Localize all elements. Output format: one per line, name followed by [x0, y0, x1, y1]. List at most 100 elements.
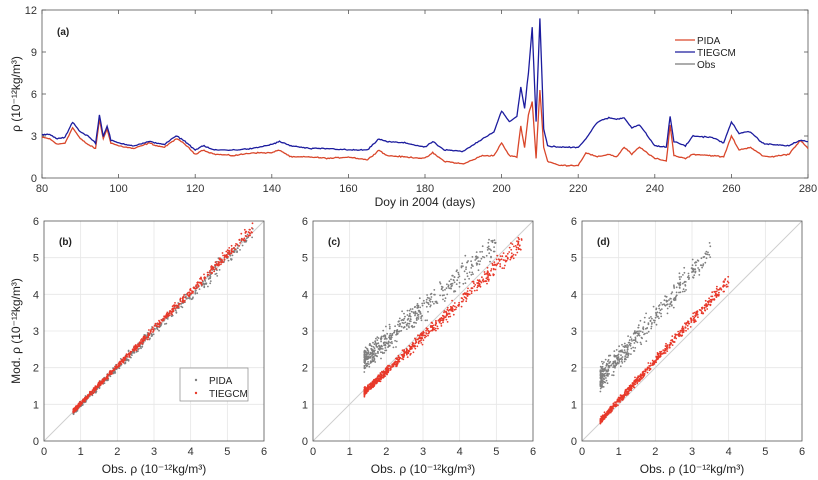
scatter-point [124, 359, 127, 361]
x-tick-label: 5 [224, 446, 230, 458]
x-axis-label-a: Doy in 2004 (days) [375, 195, 476, 209]
scatter-point [483, 271, 486, 273]
scatter-point [381, 376, 384, 379]
scatter-point [518, 244, 521, 247]
scatter-point [420, 342, 423, 344]
scatter-point [423, 302, 426, 305]
scatter-point [425, 298, 428, 301]
scatter-point [611, 407, 614, 410]
x-tick-label: 3 [689, 446, 695, 458]
scatter-point [166, 311, 169, 314]
scatter-point [458, 301, 460, 304]
scatter-point [363, 387, 366, 390]
scatter-point [725, 283, 728, 286]
scatter-point [412, 311, 415, 314]
scatter-point [446, 308, 449, 311]
scatter-point [393, 362, 395, 365]
scatter-point [706, 308, 709, 310]
y-tick-label: 3 [302, 326, 308, 338]
scatter-point [601, 360, 603, 363]
scatter-point [470, 267, 473, 269]
scatter-point [201, 279, 204, 282]
scatter-point [165, 313, 168, 316]
scatter-point [675, 291, 678, 294]
scatter-point [605, 369, 608, 372]
scatter-point [472, 273, 474, 275]
scatter-point [665, 295, 668, 298]
scatter-point [86, 396, 88, 399]
scatter-point [457, 273, 460, 276]
scatter-point [499, 265, 502, 268]
scatter-point [479, 280, 482, 283]
scatter-point [476, 282, 478, 284]
scatter-point [599, 374, 602, 377]
x-axis-label: Obs. ρ (10⁻¹²kg/m³) [371, 462, 476, 476]
scatter-point [602, 417, 605, 420]
scatter-point [453, 276, 456, 278]
scatter-point [504, 259, 506, 262]
scatter-point [378, 379, 380, 382]
scatter-point [643, 321, 646, 324]
scatter-point [473, 282, 475, 285]
scatter-point [392, 346, 395, 349]
scatter-point [710, 298, 713, 301]
scatter-point [363, 353, 366, 355]
scatter-point [482, 255, 484, 258]
scatter-point [623, 392, 626, 395]
scatter-point [627, 353, 629, 355]
scatter-point [666, 300, 669, 302]
scatter-point [648, 317, 651, 319]
scatter-point [634, 383, 637, 386]
scatter-point [601, 383, 603, 386]
scatter-point [652, 362, 655, 365]
scatter-point [379, 380, 382, 383]
scatter-point [409, 320, 412, 323]
scatter-point [671, 335, 674, 337]
scatter-point [659, 351, 661, 353]
scatter-point [450, 287, 452, 290]
scatter-point [365, 351, 368, 354]
scatter-point [376, 355, 378, 358]
scatter-point [640, 376, 642, 378]
scatter-point [169, 314, 171, 316]
scatter-point [494, 268, 497, 271]
scatter-point [372, 384, 374, 387]
scatter-point [109, 372, 112, 375]
scatter-point [218, 269, 221, 271]
x-tick-label: 5 [493, 446, 499, 458]
scatter-point [633, 379, 636, 382]
scatter-point [429, 298, 432, 301]
scatter-point [636, 330, 639, 333]
scatter-point [211, 266, 214, 268]
scatter-point [614, 403, 617, 406]
scatter-point [403, 354, 405, 357]
scatter-point [639, 330, 642, 333]
scatter-point [403, 350, 405, 353]
scatter-point [425, 335, 427, 338]
scatter-point [479, 285, 482, 288]
scatter-point [681, 331, 684, 334]
scatter-point [614, 405, 617, 408]
scatter-point [621, 349, 623, 352]
scatter-point [374, 354, 376, 356]
scatter-point [368, 344, 371, 346]
scatter-point [686, 321, 688, 324]
scatter-point [185, 297, 188, 300]
x-tick-label-a: 80 [36, 183, 48, 195]
scatter-point [367, 357, 370, 359]
y-tick-label-a: 9 [31, 47, 37, 59]
legend-label-pida: PIDA [209, 376, 233, 387]
scatter-point [705, 257, 708, 260]
scatter-point [714, 294, 716, 297]
scatter-point [364, 346, 367, 349]
scatter-point [464, 254, 467, 257]
scatter-point [200, 283, 203, 286]
scatter-point [447, 285, 450, 288]
scatter-point [231, 249, 233, 251]
scatter-point [709, 256, 712, 258]
scatter-point [485, 277, 488, 280]
y-tick-label: 4 [33, 289, 39, 301]
scatter-point [461, 300, 464, 303]
scatter-point [131, 354, 133, 356]
scatter-point [181, 306, 184, 309]
